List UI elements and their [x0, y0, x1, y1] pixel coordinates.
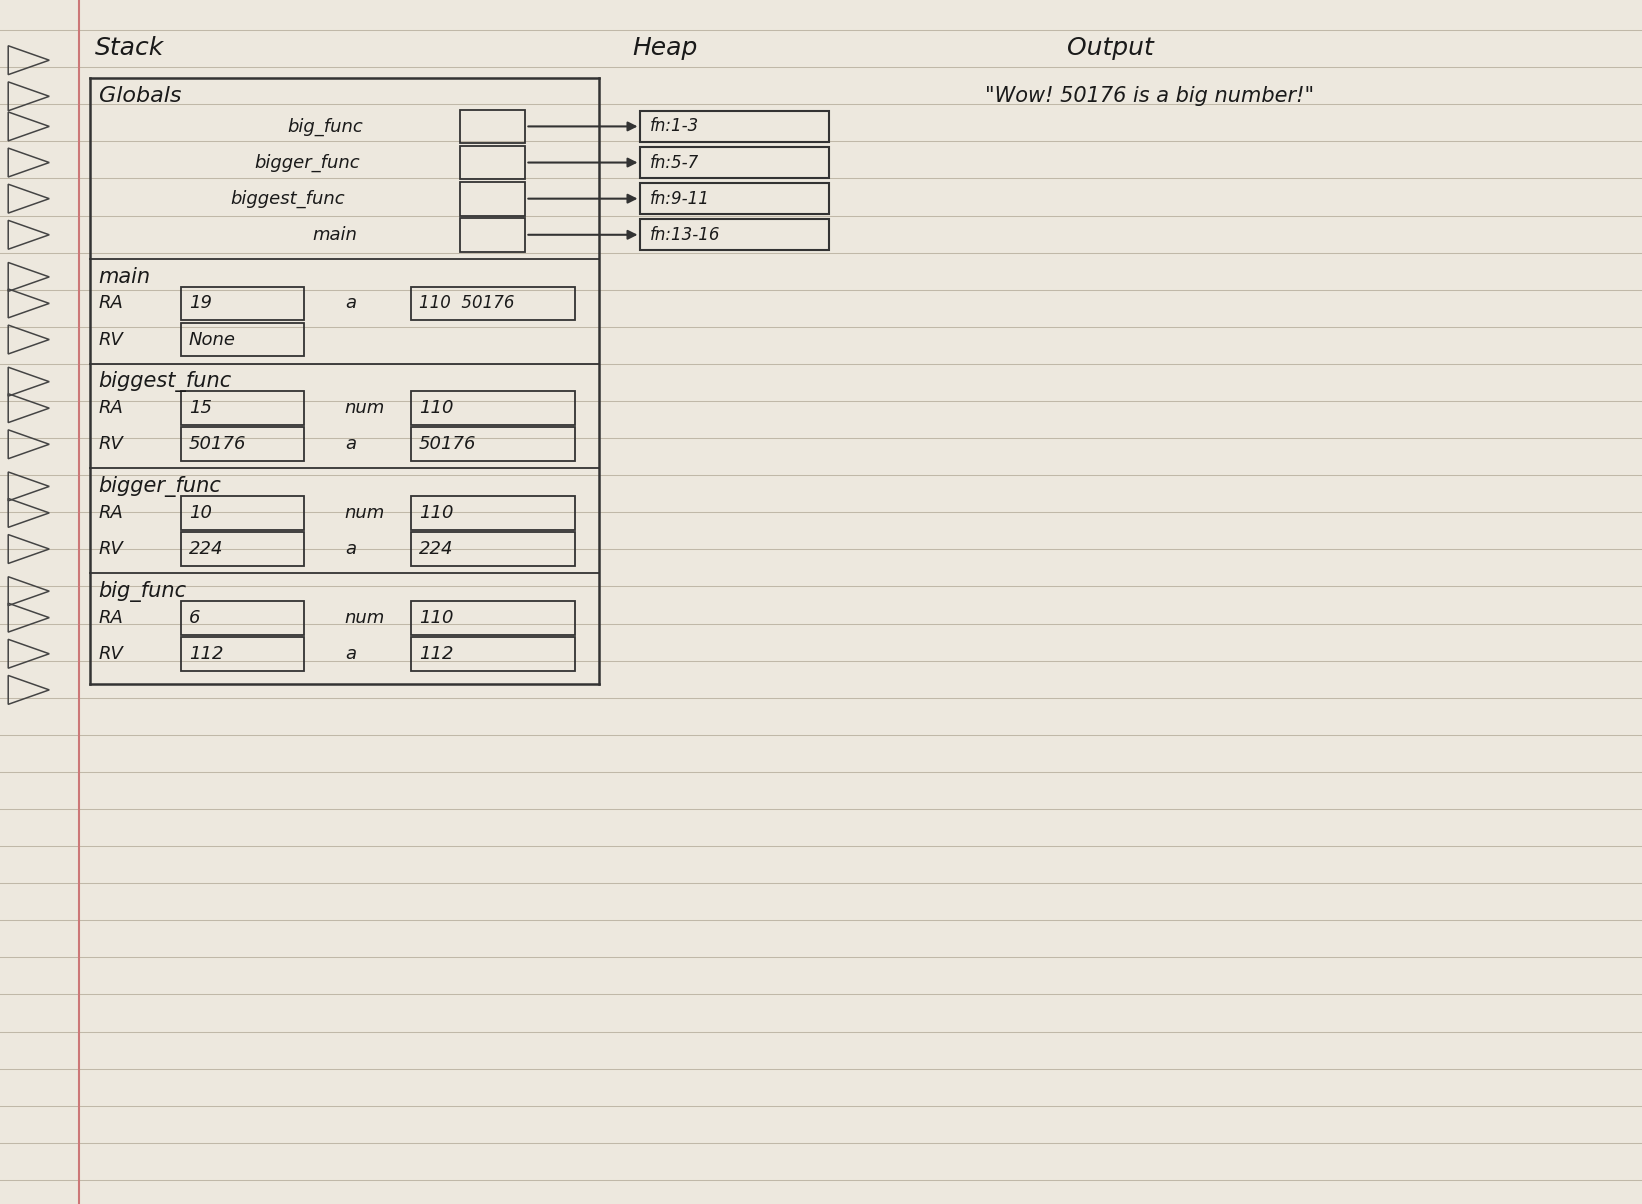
Text: fn:9-11: fn:9-11	[650, 190, 709, 207]
Text: 112: 112	[189, 645, 223, 662]
Text: fn:1-3: fn:1-3	[650, 118, 699, 135]
Text: bigger_func: bigger_func	[255, 153, 360, 172]
Text: a: a	[345, 645, 356, 662]
Text: 10: 10	[189, 504, 212, 521]
Text: 224: 224	[419, 541, 453, 557]
Text: Heap: Heap	[632, 36, 698, 60]
Text: biggest_func: biggest_func	[230, 189, 345, 208]
Text: Output: Output	[1067, 36, 1154, 60]
Text: num: num	[345, 504, 386, 521]
Text: main: main	[99, 267, 151, 287]
Text: 110: 110	[419, 504, 453, 521]
Text: RA: RA	[99, 504, 123, 521]
Text: bigger_func: bigger_func	[99, 476, 222, 497]
Text: RV: RV	[99, 436, 123, 453]
Text: Stack: Stack	[95, 36, 164, 60]
Text: 110  50176: 110 50176	[419, 295, 514, 312]
Text: 50176: 50176	[189, 436, 246, 453]
Text: RA: RA	[99, 609, 123, 626]
Text: a: a	[345, 436, 356, 453]
Text: 6: 6	[189, 609, 200, 626]
Text: main: main	[312, 226, 356, 243]
Text: a: a	[345, 295, 356, 312]
Text: biggest_func: biggest_func	[99, 371, 232, 393]
Text: RA: RA	[99, 295, 123, 312]
Text: None: None	[189, 331, 236, 348]
Text: RV: RV	[99, 541, 123, 557]
Text: 224: 224	[189, 541, 223, 557]
Text: 110: 110	[419, 609, 453, 626]
Text: "Wow! 50176 is a big number!": "Wow! 50176 is a big number!"	[985, 87, 1314, 106]
Text: RA: RA	[99, 400, 123, 417]
Text: RV: RV	[99, 645, 123, 662]
Text: num: num	[345, 400, 386, 417]
Text: fn:13-16: fn:13-16	[650, 226, 721, 243]
Text: 15: 15	[189, 400, 212, 417]
Text: RV: RV	[99, 331, 123, 348]
Text: big_func: big_func	[99, 580, 187, 602]
Text: 19: 19	[189, 295, 212, 312]
Text: 112: 112	[419, 645, 453, 662]
Text: Globals: Globals	[99, 87, 181, 106]
Text: fn:5-7: fn:5-7	[650, 154, 699, 171]
Text: a: a	[345, 541, 356, 557]
Text: num: num	[345, 609, 386, 626]
Text: 110: 110	[419, 400, 453, 417]
Text: big_func: big_func	[287, 117, 363, 136]
Text: 50176: 50176	[419, 436, 476, 453]
